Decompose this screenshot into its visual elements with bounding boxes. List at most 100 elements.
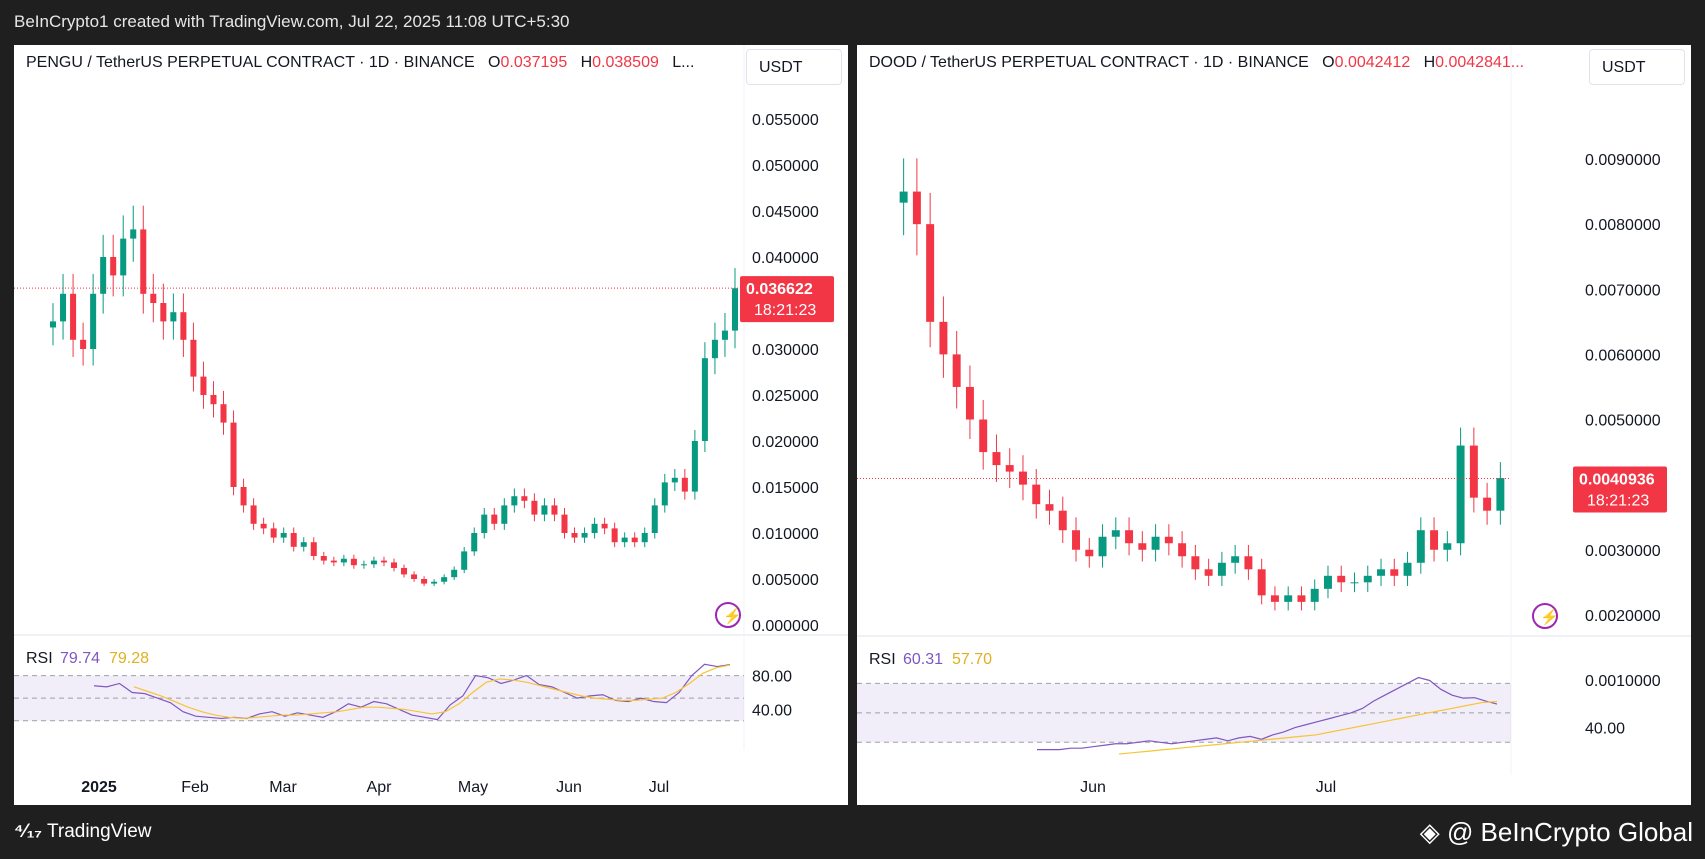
dood-candle-body [1324, 575, 1332, 589]
pengu-candle-body [551, 505, 558, 515]
dood-rsi-ma-value: 57.70 [952, 651, 992, 668]
pengu-candle-body [591, 523, 598, 533]
dood-last-price-label: 0.0040936 [1579, 472, 1655, 489]
pengu-candle-body [330, 560, 337, 563]
pengu-candle-body [431, 581, 438, 584]
dood-candle-body [1377, 569, 1385, 576]
pengu-currency-button[interactable]: USDT [746, 49, 842, 85]
dood-flash-icon [1532, 603, 1558, 629]
pengu-rsi-tick-label: 80.00 [752, 669, 792, 686]
dood-x-tick-label: Jul [1316, 779, 1336, 796]
dood-high-label: H [1423, 54, 1436, 71]
dood-more-label: ... [1510, 54, 1525, 71]
pengu-y-tick-label: 0.010000 [752, 526, 819, 543]
tradingview-label: TradingView [46, 821, 152, 842]
dood-y-tick-label: 0.0080000 [1585, 217, 1661, 234]
dood-rsi-tick-label: 40.00 [1585, 721, 1625, 738]
pengu-x-tick-label: Jul [649, 779, 669, 796]
dood-candle-body [1469, 445, 1478, 498]
dood-candle-body [1390, 569, 1399, 576]
pengu-rsi-line [93, 663, 731, 721]
pengu-candle-body [290, 533, 297, 547]
pengu-candle-body [180, 312, 187, 340]
pengu-candle-body [581, 533, 588, 538]
dood-candle-body [1416, 530, 1425, 563]
dood-candle-body [1164, 536, 1173, 544]
dood-candle-body [1111, 530, 1120, 537]
pengu-candle-body [280, 533, 287, 538]
dood-candle-body [899, 191, 908, 203]
dood-x-tick-label: Jun [1080, 779, 1106, 796]
bottom-bar: ⁴⁄₁₇ TradingView ◈ @ BeInCrypto Global [0, 805, 1705, 859]
beincrypto-logo: ◈ @ BeInCrypto Global [1420, 817, 1693, 848]
pengu-candle-body [220, 404, 227, 423]
pengu-candle-body [240, 487, 247, 506]
pengu-candle-body [70, 293, 77, 340]
pengu-symbol-header: PENGU / TetherUS PERPETUAL CONTRACT · 1D… [26, 54, 694, 72]
pengu-candle-body [260, 523, 267, 529]
pengu-chart-svg[interactable]: 0.055000 0.050000 0.045000 0.040000 0.030000… [14, 45, 848, 805]
dood-candle-body [1005, 465, 1014, 472]
pengu-open-value: 0.037195 [500, 54, 568, 71]
pengu-candle-body [360, 564, 367, 566]
dood-candle-body [1204, 569, 1213, 576]
pengu-y-tick-label: 0.050000 [752, 158, 819, 175]
pengu-x-tick-label: Feb [181, 779, 209, 796]
beincrypto-label: @ BeInCrypto Global [1446, 817, 1693, 847]
pengu-candle-body [90, 293, 97, 349]
dood-title: DOOD / TetherUS PERPETUAL CONTRACT · 1D … [869, 54, 1309, 71]
pengu-candle-body [521, 496, 528, 501]
pengu-candle-body [641, 533, 648, 543]
dood-candle-body [912, 191, 921, 225]
pengu-candle-body [250, 505, 257, 524]
pengu-candle-body [340, 558, 347, 563]
pengu-rsi-ma-value: 79.28 [109, 650, 149, 667]
diamond-icon: ◈ [1419, 817, 1440, 847]
top-caption-bar: BeInCrypto1 created with TradingView.com… [0, 0, 1705, 45]
dood-currency-button[interactable]: USDT [1589, 49, 1685, 85]
pengu-candle-body [230, 422, 237, 487]
pengu-x-tick-label: May [458, 779, 488, 796]
dood-candle-body [1443, 543, 1452, 550]
dood-candle-body [1125, 530, 1134, 544]
dood-candle-body [1138, 543, 1147, 550]
pengu-candle-body [60, 293, 67, 322]
pengu-candle-body [451, 569, 458, 578]
pengu-candle-body [561, 514, 568, 533]
pengu-candle-body [481, 514, 488, 533]
dood-chart-svg[interactable]: 0.0090000 0.0080000 0.0070000 0.0060000 0.00… [857, 45, 1691, 805]
pengu-candle-body [651, 505, 658, 533]
pengu-candle-body [501, 505, 508, 524]
tradingview-icon: ⁴⁄₁₇ [14, 821, 43, 842]
dood-candle-body [926, 224, 935, 322]
dood-candle-body [965, 386, 974, 420]
pengu-candle-body [350, 558, 357, 566]
tradingview-logo[interactable]: ⁴⁄₁₇ TradingView [14, 821, 152, 843]
dood-candle-body [1496, 478, 1505, 511]
pengu-candle-body [441, 577, 448, 582]
dood-open-value: 0.0042412 [1334, 54, 1411, 71]
dood-high-value: 0.0042841 [1435, 54, 1511, 71]
pengu-candle-body [421, 579, 428, 584]
pengu-candle-body [531, 500, 538, 515]
pengu-x-tick-label: Jun [556, 779, 582, 796]
dood-candle-body [1403, 562, 1412, 576]
pengu-candle-body [150, 293, 157, 303]
dood-candle-body [1456, 445, 1465, 544]
dood-candle-body [1350, 582, 1359, 584]
pengu-x-tick-label: Mar [269, 779, 297, 796]
dood-countdown-label: 18:21:23 [1587, 493, 1649, 510]
pengu-y-tick-label: 0.015000 [752, 480, 819, 497]
dood-candle-body [1297, 595, 1306, 602]
dood-candle-body [1310, 588, 1319, 602]
pengu-candle-body [310, 542, 317, 556]
dood-candle-body [1217, 562, 1226, 576]
pengu-chart-panel[interactable]: 0.055000 0.050000 0.045000 0.040000 0.030000… [14, 45, 848, 805]
pengu-candle-body [621, 537, 628, 543]
dood-flash-glyph: ⚡ [1540, 608, 1559, 626]
pengu-candle-body [140, 229, 147, 294]
dood-chart-panel[interactable]: 0.0090000 0.0080000 0.0070000 0.0060000 0.00… [857, 45, 1691, 805]
dood-y-tick-label: 0.0050000 [1585, 413, 1661, 430]
pengu-y-tick-label: 0.000000 [752, 618, 819, 635]
dood-y-tick-label: 0.0010000 [1585, 673, 1661, 690]
